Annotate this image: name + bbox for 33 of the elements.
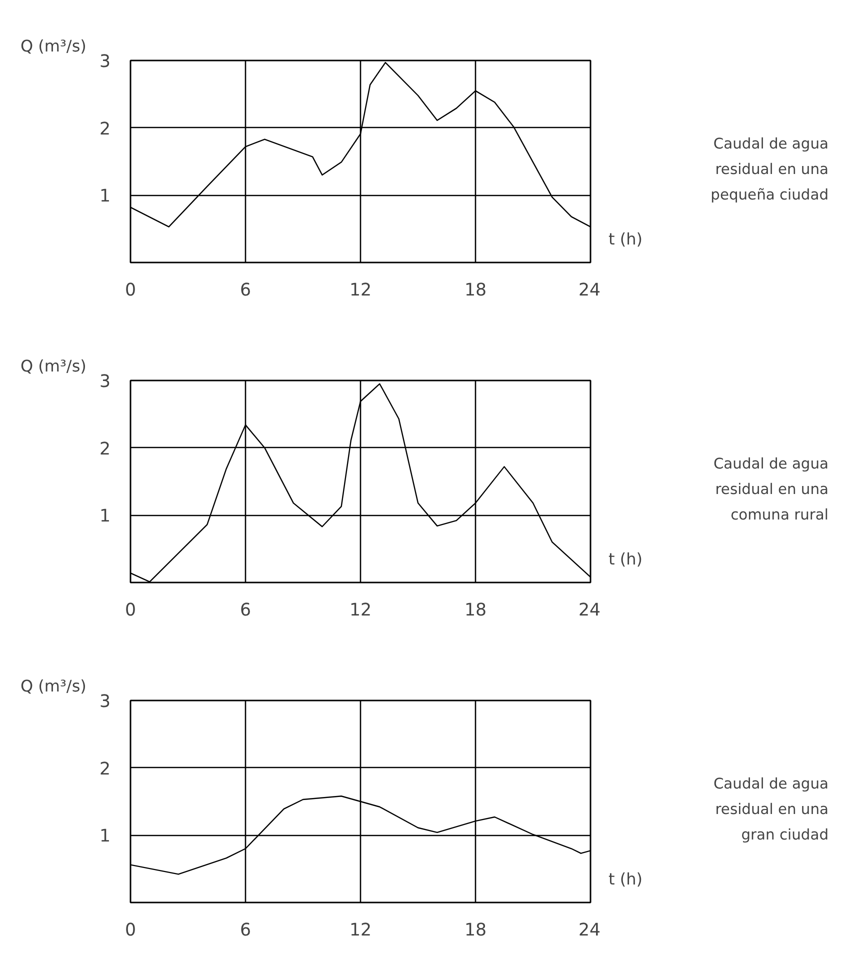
x-axis-title: t (h): [608, 549, 642, 568]
x-tick-label: 12: [349, 280, 372, 300]
y-tick-label: 3: [99, 692, 111, 712]
x-tick-label: 0: [124, 600, 136, 620]
y-tick-label: 1: [99, 186, 111, 207]
x-tick-label: 18: [464, 600, 487, 620]
x-axis-title: t (h): [608, 869, 642, 888]
y-tick-label: 1: [99, 506, 111, 527]
x-tick-label: 0: [124, 920, 136, 940]
x-tick-label: 18: [464, 920, 487, 940]
y-tick-label: 3: [99, 372, 111, 392]
y-tick-label: 2: [99, 119, 111, 140]
text: Caudal de agua residual en una gran ciudad: [713, 776, 829, 844]
y-axis-title: Q (m³/s): [20, 36, 86, 56]
y-tick-label: 2: [99, 759, 111, 780]
y-axis-title: Q (m³/s): [20, 356, 86, 376]
x-tick-label: 6: [240, 920, 252, 940]
x-tick-label: 24: [578, 280, 601, 300]
x-tick-label: 0: [124, 280, 136, 300]
y-tick-label: 2: [99, 439, 111, 460]
text: Caudal de agua residual en una pequeña ciudad: [710, 136, 829, 204]
x-tick-label: 6: [240, 600, 252, 620]
text: Caudal de agua residual en una comuna rural: [713, 456, 829, 524]
y-axis-title: Q (m³/s): [20, 676, 86, 696]
x-tick-label: 12: [349, 920, 372, 940]
x-tick-label: 12: [349, 600, 372, 620]
x-tick-label: 18: [464, 280, 487, 300]
x-tick-label: 24: [578, 920, 601, 940]
x-tick-label: 6: [240, 280, 252, 300]
y-tick-label: 3: [99, 52, 111, 72]
x-tick-label: 24: [578, 600, 601, 620]
y-tick-label: 1: [99, 826, 111, 847]
x-axis-title: t (h): [608, 229, 642, 248]
